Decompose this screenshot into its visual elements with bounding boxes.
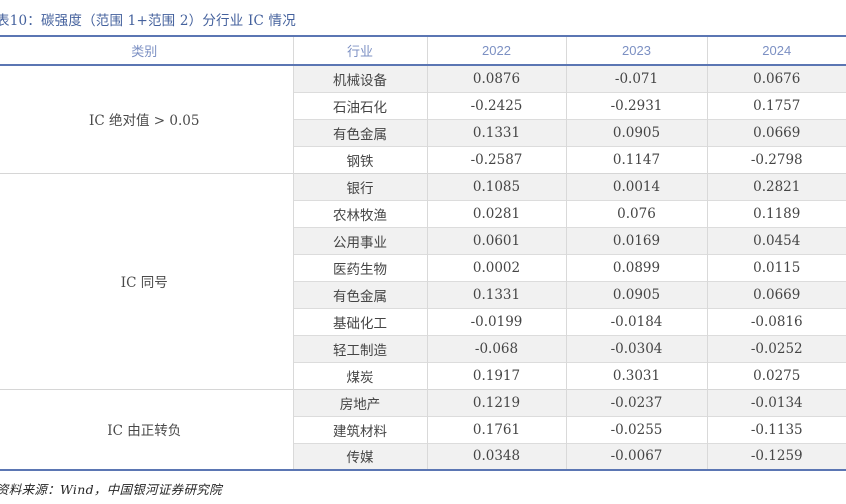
industry-cell: 基础化工 <box>293 308 427 335</box>
value-2022: 0.1331 <box>427 281 566 308</box>
value-2024: 0.1189 <box>707 200 846 227</box>
group-ic-pos-to-neg: IC 由正转负 房地产 0.1219 -0.0237 -0.0134 建筑材料 … <box>0 389 846 470</box>
industry-cell: 医药生物 <box>293 254 427 281</box>
industry-cell: 钢铁 <box>293 146 427 173</box>
value-2022: -0.068 <box>427 335 566 362</box>
value-2024: 0.0115 <box>707 254 846 281</box>
value-2024: -0.0252 <box>707 335 846 362</box>
header-category: 类别 <box>0 36 293 65</box>
value-2024: 0.0669 <box>707 119 846 146</box>
value-2022: -0.2425 <box>427 92 566 119</box>
table-row: IC 绝对值 > 0.05 机械设备 0.0876 -0.071 0.0676 <box>0 65 846 92</box>
header-year-2022: 2022 <box>427 36 566 65</box>
industry-cell: 石油石化 <box>293 92 427 119</box>
industry-cell: 银行 <box>293 173 427 200</box>
industry-cell: 煤炭 <box>293 362 427 389</box>
industry-cell: 有色金属 <box>293 119 427 146</box>
value-2023: -0.2931 <box>566 92 707 119</box>
value-2022: 0.0876 <box>427 65 566 92</box>
value-2023: 0.076 <box>566 200 707 227</box>
source-note: 资料来源：Wind，中国银河证券研究院 <box>0 471 842 498</box>
report-page: 表10：碳强度（范围 1+范围 2）分行业 IC 情况 类别 行业 2022 2… <box>0 0 842 504</box>
value-2023: 0.0014 <box>566 173 707 200</box>
industry-cell: 有色金属 <box>293 281 427 308</box>
value-2024: -0.1135 <box>707 416 846 443</box>
header-row: 类别 行业 2022 2023 2024 <box>0 36 846 65</box>
value-2023: 0.1147 <box>566 146 707 173</box>
value-2024: 0.0676 <box>707 65 846 92</box>
value-2023: 0.3031 <box>566 362 707 389</box>
value-2022: 0.0348 <box>427 443 566 470</box>
industry-cell: 公用事业 <box>293 227 427 254</box>
group-ic-same-sign: IC 同号 银行 0.1085 0.0014 0.2821 农林牧渔 0.028… <box>0 173 846 389</box>
value-2023: -0.0067 <box>566 443 707 470</box>
header-industry: 行业 <box>293 36 427 65</box>
value-2024: -0.0134 <box>707 389 846 416</box>
value-2024: 0.2821 <box>707 173 846 200</box>
value-2023: 0.0899 <box>566 254 707 281</box>
value-2022: 0.1085 <box>427 173 566 200</box>
value-2023: -0.0255 <box>566 416 707 443</box>
industry-cell: 机械设备 <box>293 65 427 92</box>
header-year-2024: 2024 <box>707 36 846 65</box>
value-2022: 0.1219 <box>427 389 566 416</box>
value-2022: 0.0281 <box>427 200 566 227</box>
table-header: 类别 行业 2022 2023 2024 <box>0 36 846 65</box>
value-2023: -0.071 <box>566 65 707 92</box>
value-2024: -0.1259 <box>707 443 846 470</box>
value-2022: 0.1761 <box>427 416 566 443</box>
value-2023: 0.0905 <box>566 281 707 308</box>
value-2024: 0.0454 <box>707 227 846 254</box>
value-2022: -0.0199 <box>427 308 566 335</box>
industry-cell: 建筑材料 <box>293 416 427 443</box>
value-2022: 0.0601 <box>427 227 566 254</box>
header-year-2023: 2023 <box>566 36 707 65</box>
value-2024: 0.1757 <box>707 92 846 119</box>
industry-cell: 轻工制造 <box>293 335 427 362</box>
value-2023: -0.0304 <box>566 335 707 362</box>
value-2024: -0.0816 <box>707 308 846 335</box>
value-2023: -0.0184 <box>566 308 707 335</box>
value-2022: 0.0002 <box>427 254 566 281</box>
value-2023: -0.0237 <box>566 389 707 416</box>
value-2024: 0.0669 <box>707 281 846 308</box>
category-label: IC 由正转负 <box>0 389 293 470</box>
table-row: IC 同号 银行 0.1085 0.0014 0.2821 <box>0 173 846 200</box>
value-2024: -0.2798 <box>707 146 846 173</box>
category-label: IC 同号 <box>0 173 293 389</box>
value-2022: 0.1331 <box>427 119 566 146</box>
table-title: 表10：碳强度（范围 1+范围 2）分行业 IC 情况 <box>0 0 842 35</box>
value-2022: -0.2587 <box>427 146 566 173</box>
category-label: IC 绝对值 > 0.05 <box>0 65 293 173</box>
industry-cell: 农林牧渔 <box>293 200 427 227</box>
industry-cell: 房地产 <box>293 389 427 416</box>
value-2023: 0.0905 <box>566 119 707 146</box>
value-2024: 0.0275 <box>707 362 846 389</box>
table-row: IC 由正转负 房地产 0.1219 -0.0237 -0.0134 <box>0 389 846 416</box>
group-ic-abs: IC 绝对值 > 0.05 机械设备 0.0876 -0.071 0.0676 … <box>0 65 846 173</box>
value-2022: 0.1917 <box>427 362 566 389</box>
ic-table: 类别 行业 2022 2023 2024 IC 绝对值 > 0.05 机械设备 … <box>0 35 846 471</box>
value-2023: 0.0169 <box>566 227 707 254</box>
industry-cell: 传媒 <box>293 443 427 470</box>
